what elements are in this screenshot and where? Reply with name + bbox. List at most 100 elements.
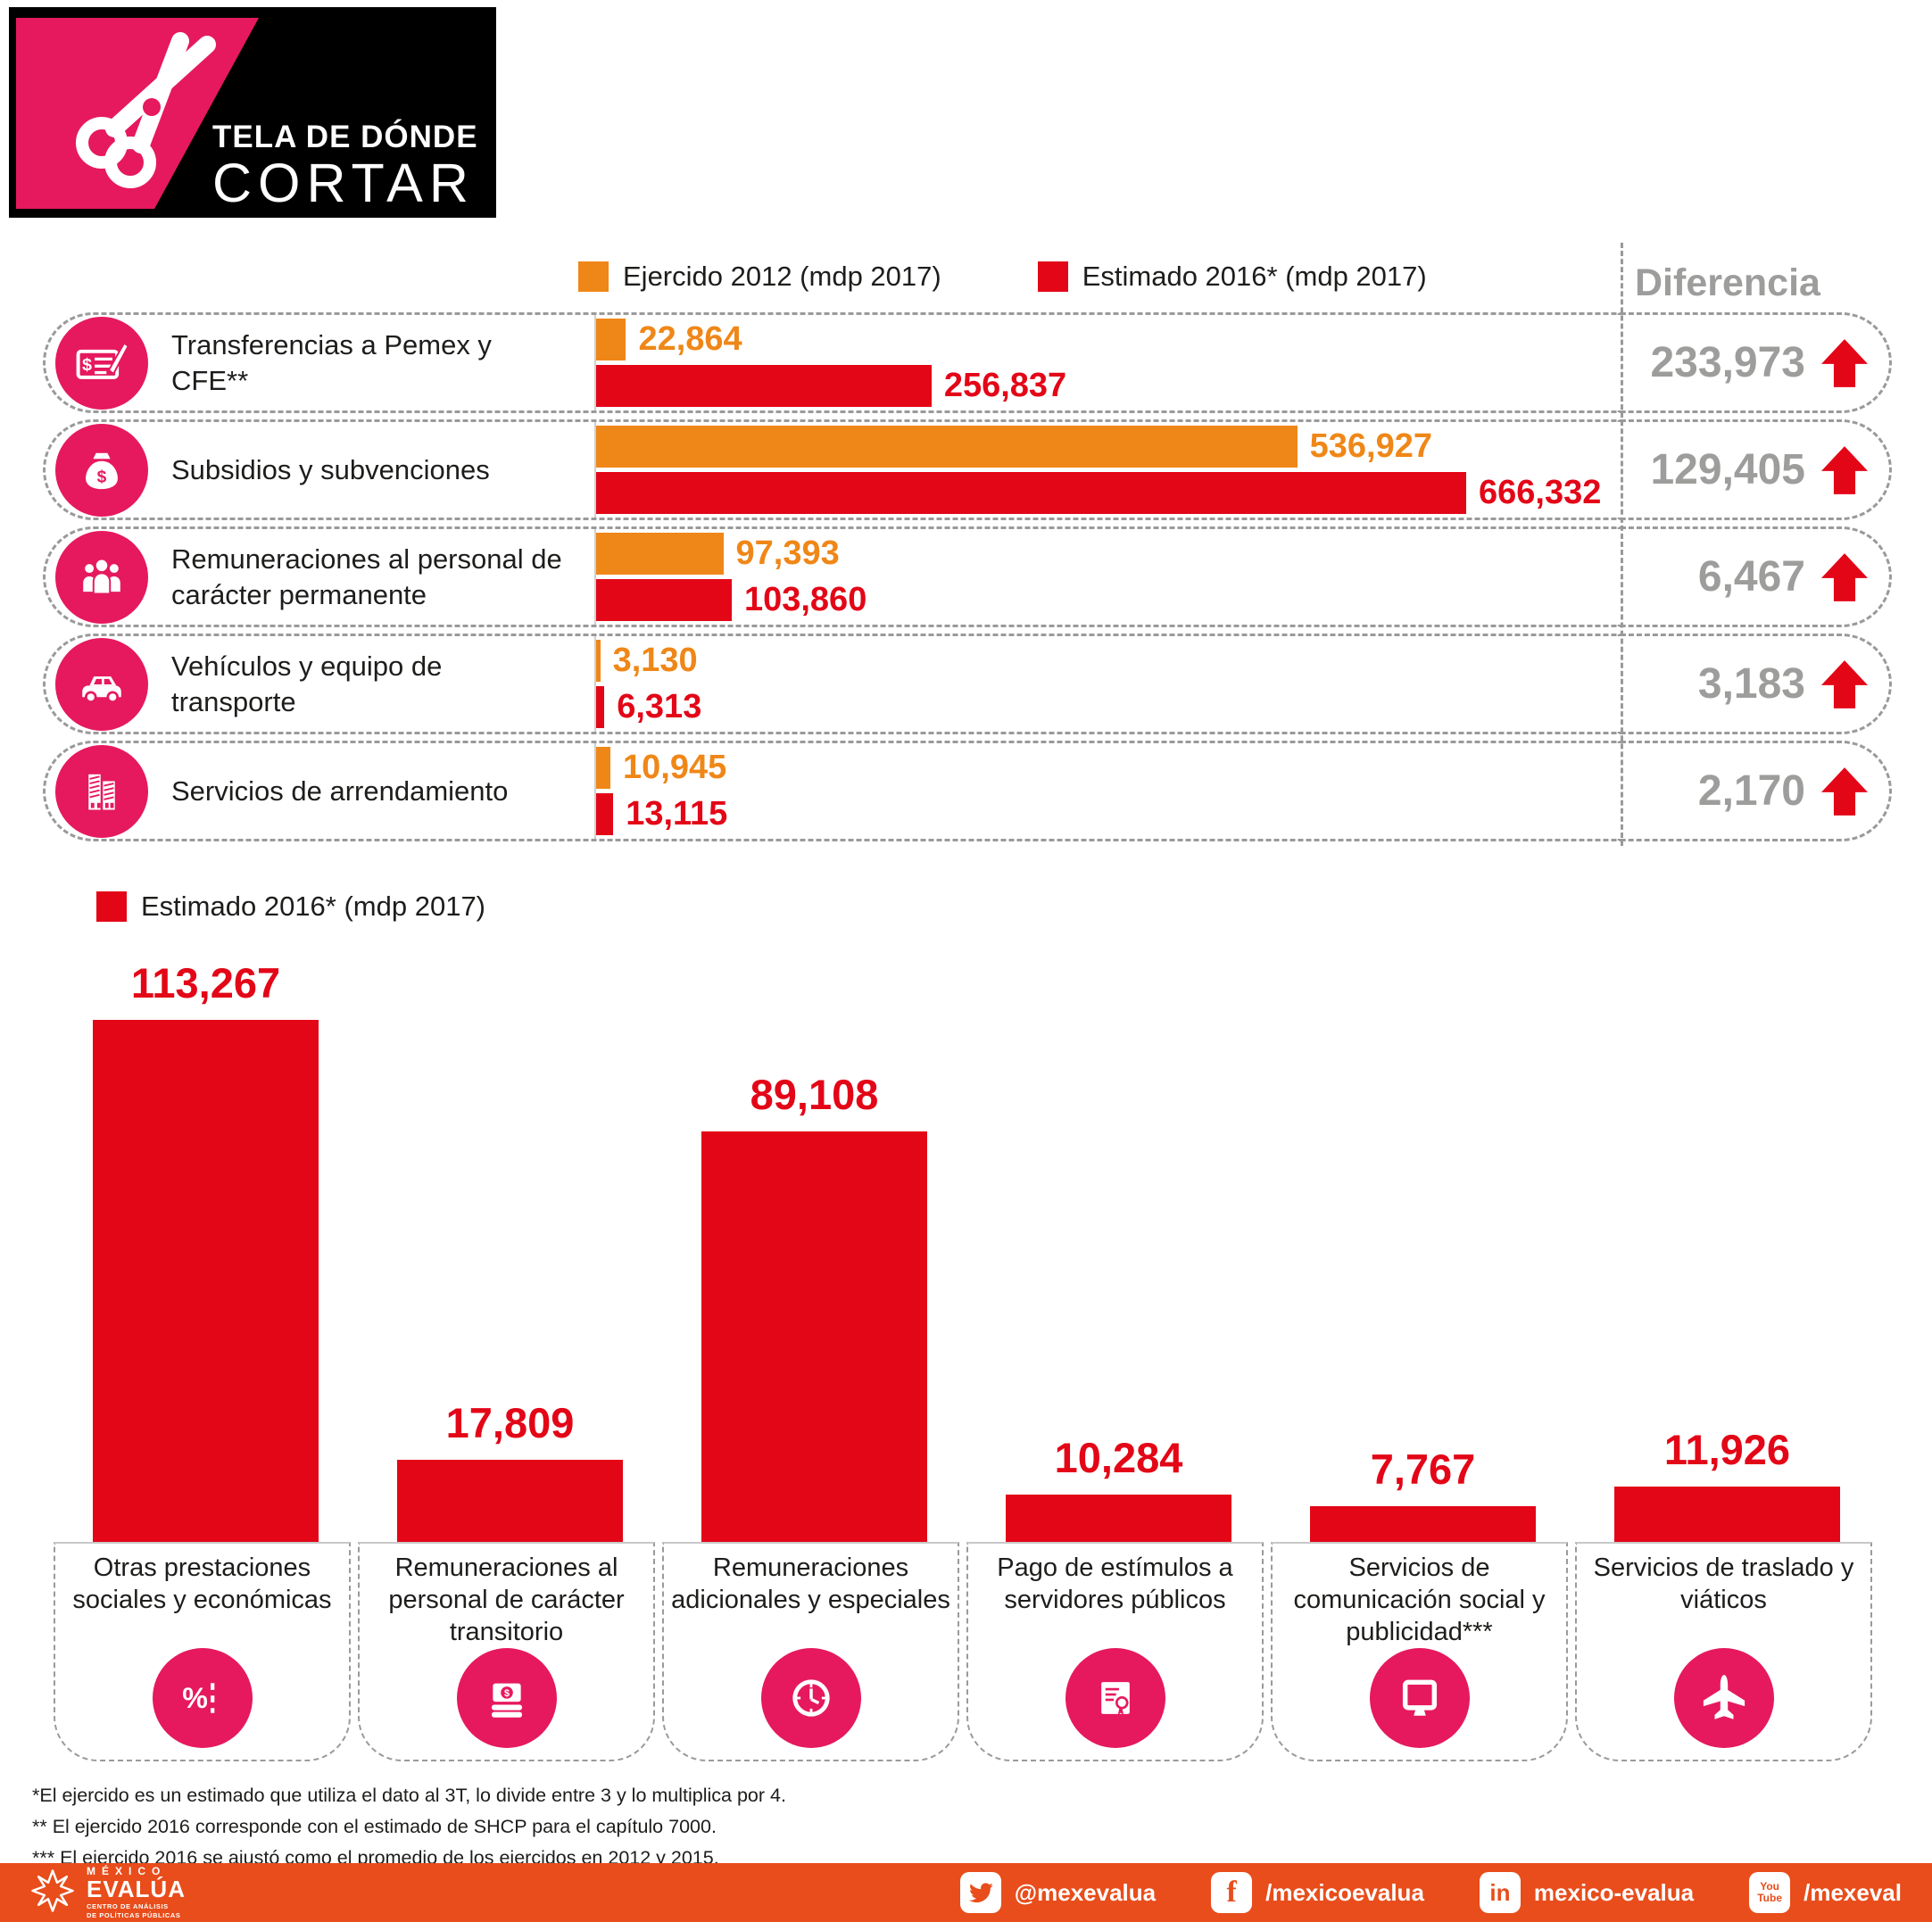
linkedin-icon: in <box>1480 1872 1521 1913</box>
bar-estimado-2016 <box>397 1460 623 1542</box>
bar-ejercido-2012 <box>596 640 601 682</box>
category-label: Remuneraciones adicionales y especiales <box>664 1553 958 1617</box>
bars-group: 3,1306,313 <box>594 636 1621 732</box>
certificate-icon <box>1066 1648 1165 1748</box>
category-row-5: Servicios de arrendamiento10,94513,115 <box>43 741 1621 841</box>
legend-swatch-estimado-2016 <box>1038 261 1068 292</box>
bar-value: 97,393 <box>736 534 840 573</box>
diferencia-pill: 129,405 <box>1621 419 1892 520</box>
bar-value: 11,926 <box>1575 1425 1879 1474</box>
diferencia-value: 129,405 <box>1650 445 1805 494</box>
diferencia-header: Diferencia <box>1635 261 1820 305</box>
money-stack-icon: $ <box>457 1648 557 1748</box>
social-links: @mexevalua f/mexicoevalua in mexico-evalua Y… <box>960 1872 1902 1913</box>
bar-ejercido-2012 <box>596 533 724 575</box>
bar-value: 10,945 <box>623 749 726 787</box>
up-arrow-icon <box>1821 660 1868 708</box>
bar-line: 536,927 <box>596 426 1621 468</box>
facebook-icon: f <box>1211 1872 1252 1913</box>
footnotes: *El ejercido es un estimado que utiliza … <box>32 1780 786 1873</box>
bar-column-4: 10,284 <box>966 946 1271 1542</box>
airplane-icon <box>1674 1648 1774 1748</box>
bar-line: 22,864 <box>596 319 1621 360</box>
category-row-1: $Transferencias a Pemex y CFE**22,864256… <box>43 312 1621 413</box>
payment-check-icon: $ <box>55 317 148 410</box>
bar-column-3: 89,108 <box>662 946 966 1542</box>
up-arrow-icon <box>1821 553 1868 601</box>
legend-label: Estimado 2016* (mdp 2017) <box>141 891 485 923</box>
category-label: Otras prestaciones sociales y económicas <box>55 1553 349 1617</box>
footer-bar: MÉXICO EVALÚA CENTRO DE ANÁLISIS DE POLÍ… <box>0 1863 1932 1922</box>
category-row-2: $Subsidios y subvenciones536,927666,332 <box>43 419 1621 520</box>
logo-title-line1: TELA DE DÓNDE <box>212 120 478 155</box>
category-box-6: Servicios de traslado y viáticos <box>1575 1542 1872 1761</box>
footnote-1: *El ejercido es un estimado que utiliza … <box>32 1780 786 1811</box>
bar-value: 3,130 <box>613 642 698 680</box>
social-link-facebook[interactable]: f/mexicoevalua <box>1211 1872 1424 1913</box>
bar-estimado-2016 <box>1310 1506 1536 1542</box>
category-label: Servicios de traslado y viáticos <box>1577 1553 1870 1617</box>
diferencia-value: 2,170 <box>1698 766 1805 816</box>
category-label: Vehículos y equipo de transporte <box>148 649 594 719</box>
bar-value: 7,767 <box>1271 1445 1575 1494</box>
bar-line: 3,130 <box>596 640 1621 682</box>
diferencia-pill: 233,973 <box>1621 312 1892 413</box>
scissors-icon <box>55 18 234 201</box>
svg-text:$: $ <box>503 1688 509 1699</box>
diferencia-value: 6,467 <box>1698 552 1805 601</box>
social-handle: /mexeval <box>1803 1879 1902 1907</box>
bar-estimado-2016 <box>1006 1495 1231 1542</box>
legend-item-ejercido-2012: Ejercido 2012 (mdp 2017) <box>578 261 941 293</box>
social-link-twitter[interactable]: @mexevalua <box>960 1872 1156 1913</box>
social-handle: @mexevalua <box>1015 1879 1156 1907</box>
star-icon <box>30 1868 75 1918</box>
vehicle-icon <box>55 638 148 731</box>
bars-group: 97,393 103,860 <box>594 529 1621 625</box>
legend-swatch-estimado-2016-bottom <box>96 891 127 922</box>
twitter-icon <box>960 1872 1001 1913</box>
estimado-category-boxes: Otras prestaciones sociales y económicas… <box>54 1542 1879 1761</box>
social-handle: mexico-evalua <box>1534 1879 1694 1907</box>
brand-subtitle-line2: DE POLÍTICAS PÚBLICAS <box>87 1911 186 1919</box>
category-label: Remuneraciones al personal de carácter p… <box>148 542 594 612</box>
bar-ejercido-2012 <box>596 747 610 789</box>
up-arrow-icon <box>1821 446 1868 494</box>
comparison-bar-chart: $Transferencias a Pemex y CFE**22,864256… <box>43 312 1621 848</box>
brand-name: EVALÚA <box>87 1877 186 1901</box>
personnel-icon <box>55 531 148 624</box>
bar-value: 10,284 <box>966 1433 1271 1482</box>
clock-icon <box>761 1648 861 1748</box>
bar-value: 666,332 <box>1479 474 1601 512</box>
bottom-chart-legend: Estimado 2016* (mdp 2017) <box>96 891 485 923</box>
bar-value: 13,115 <box>626 795 727 833</box>
footnote-2: ** El ejercido 2016 corresponde con el e… <box>32 1811 786 1843</box>
bar-line: 256,837 <box>596 365 1621 407</box>
svg-text:$: $ <box>97 468 107 486</box>
category-box-2: Remuneraciones al personal de carácter t… <box>358 1542 655 1761</box>
social-link-linkedin[interactable]: in mexico-evalua <box>1480 1872 1694 1913</box>
bar-value: 103,860 <box>744 581 866 619</box>
bar-line: 103,860 <box>596 579 1621 621</box>
category-row-4: Vehículos y equipo de transporte3,1306,3… <box>43 634 1621 734</box>
infographic-page: TELA DE DÓNDE CORTAR Ejercido 2012 (mdp … <box>0 0 1932 1922</box>
up-arrow-icon <box>1821 339 1868 387</box>
bar-value: 17,809 <box>358 1398 662 1447</box>
category-label: Servicios de comunicación social y publi… <box>1273 1553 1566 1649</box>
bar-estimado-2016 <box>596 472 1466 514</box>
category-box-5: Servicios de comunicación social y publi… <box>1271 1542 1568 1761</box>
bar-line: 97,393 <box>596 533 1621 575</box>
logo-title: TELA DE DÓNDE CORTAR <box>212 120 478 211</box>
category-row-3: Remuneraciones al personal de carácter p… <box>43 526 1621 627</box>
bar-line: 10,945 <box>596 747 1621 789</box>
bar-estimado-2016 <box>701 1131 927 1542</box>
legend-item-estimado-2016: Estimado 2016* (mdp 2017) <box>1038 261 1427 293</box>
building-icon <box>55 745 148 838</box>
percent-icon: % <box>153 1648 253 1748</box>
diferencia-value: 3,183 <box>1698 659 1805 708</box>
social-link-youtube[interactable]: YouTube/mexeval <box>1749 1872 1902 1913</box>
mexico-evalua-logo: MÉXICO EVALÚA CENTRO DE ANÁLISIS DE POLÍ… <box>30 1866 186 1919</box>
monitor-icon <box>1370 1648 1470 1748</box>
bar-line: 13,115 <box>596 793 1621 835</box>
legend-label: Estimado 2016* (mdp 2017) <box>1082 261 1427 293</box>
subsidy-icon: $ <box>55 424 148 517</box>
